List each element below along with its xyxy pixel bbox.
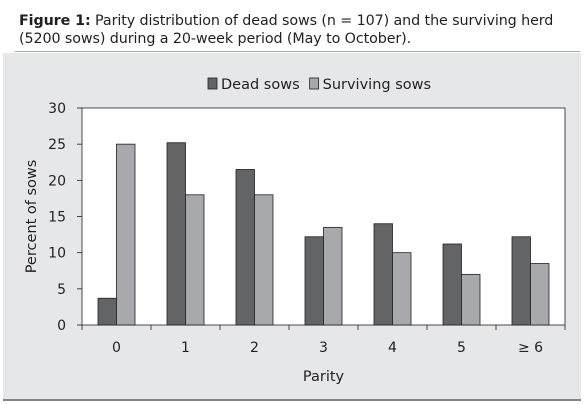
bar-dead-sows bbox=[373, 223, 393, 326]
legend-label: Surviving sows bbox=[323, 77, 431, 93]
x-tick-label: 5 bbox=[457, 340, 466, 356]
y-tick-label: 15 bbox=[48, 210, 66, 226]
x-tick-label: 0 bbox=[112, 340, 121, 356]
bottom-divider bbox=[3, 399, 581, 401]
x-axis-title: Parity bbox=[303, 369, 345, 385]
y-tick-label: 10 bbox=[48, 246, 66, 262]
bar-dead-sows bbox=[442, 243, 462, 326]
x-tick-label: 1 bbox=[181, 340, 190, 356]
x-tick-label: 2 bbox=[250, 340, 259, 356]
y-tick-label: 25 bbox=[48, 137, 66, 153]
bar-surviving-sows bbox=[323, 226, 343, 326]
y-tick-label: 5 bbox=[57, 282, 66, 298]
bar-dead-sows bbox=[235, 169, 255, 326]
bar-surviving-sows bbox=[116, 143, 136, 326]
x-tick-label: 4 bbox=[388, 340, 397, 356]
figure-caption-text: Parity distribution of dead sows (n = 10… bbox=[19, 13, 554, 47]
bar-dead-sows bbox=[166, 142, 186, 326]
legend-swatch bbox=[309, 77, 320, 90]
bar-dead-sows bbox=[97, 297, 117, 326]
bar-surviving-sows bbox=[185, 194, 205, 326]
x-tick-label: 3 bbox=[319, 340, 328, 356]
y-tick-label: 30 bbox=[48, 101, 66, 117]
caption-divider bbox=[15, 51, 580, 52]
x-tick-label: ≥ 6 bbox=[518, 340, 543, 356]
legend-label: Dead sows bbox=[221, 77, 300, 93]
bar-surviving-sows bbox=[254, 194, 274, 326]
bar-surviving-sows bbox=[530, 263, 550, 326]
bar-surviving-sows bbox=[392, 252, 412, 326]
figure-caption: Figure 1: Parity distribution of dead so… bbox=[19, 12, 574, 48]
bar-dead-sows bbox=[304, 236, 324, 326]
bar-dead-sows bbox=[511, 236, 531, 326]
figure-caption-label: Figure 1: bbox=[19, 13, 91, 29]
bar-surviving-sows bbox=[461, 273, 481, 326]
legend-swatch bbox=[207, 77, 218, 90]
y-axis-title: Percent of sows bbox=[24, 160, 40, 274]
y-tick-label: 0 bbox=[57, 318, 66, 334]
y-tick-label: 20 bbox=[48, 173, 66, 189]
